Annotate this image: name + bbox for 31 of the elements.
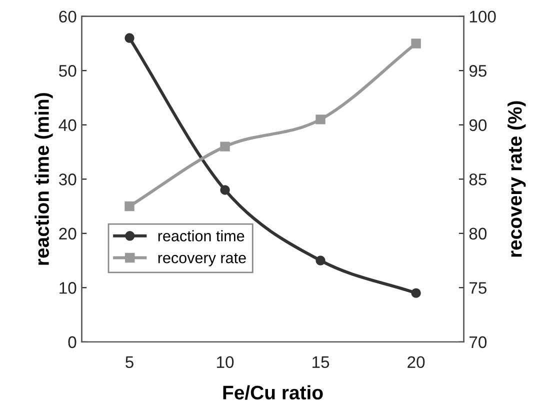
y-tick-label: 60 (59, 10, 76, 23)
point (220, 142, 230, 152)
x-tick-label: 20 (408, 356, 425, 368)
y-tick-label: 10 (60, 282, 76, 294)
point (411, 288, 421, 298)
x-tick-label: 15 (312, 356, 330, 368)
y-axis-title: reaction time (min) (34, 93, 53, 265)
y-tick-label: 50 (59, 65, 76, 77)
point (124, 33, 134, 43)
y2-tick-label: 80 (469, 228, 487, 240)
y2-tick-label: 70 (470, 336, 487, 348)
x-tick-label: 5 (126, 356, 134, 368)
y-tick-label: 40 (58, 119, 76, 132)
y2-tick-label: 75 (470, 282, 486, 294)
y-tick-label: 30 (58, 174, 76, 186)
y2-tick-label: 100 (470, 10, 496, 23)
x-tick-label: 10 (217, 356, 234, 368)
legend-label: reaction time (158, 230, 244, 242)
legend-label: recovery rate (158, 253, 246, 266)
point (220, 185, 230, 195)
point (411, 38, 421, 48)
point (316, 256, 326, 266)
y2-tick-label: 90 (469, 119, 487, 132)
point (124, 201, 134, 212)
y2-axis-title: recovery rate (%) (508, 101, 526, 257)
y2-tick-label: 85 (469, 174, 486, 186)
y-tick-label: 20 (59, 228, 76, 240)
y2-tick-label: 95 (469, 65, 486, 77)
y-tick-label: 0 (68, 336, 76, 348)
x-axis-title: Fe/Cu ratio (223, 385, 323, 400)
point (316, 114, 326, 124)
